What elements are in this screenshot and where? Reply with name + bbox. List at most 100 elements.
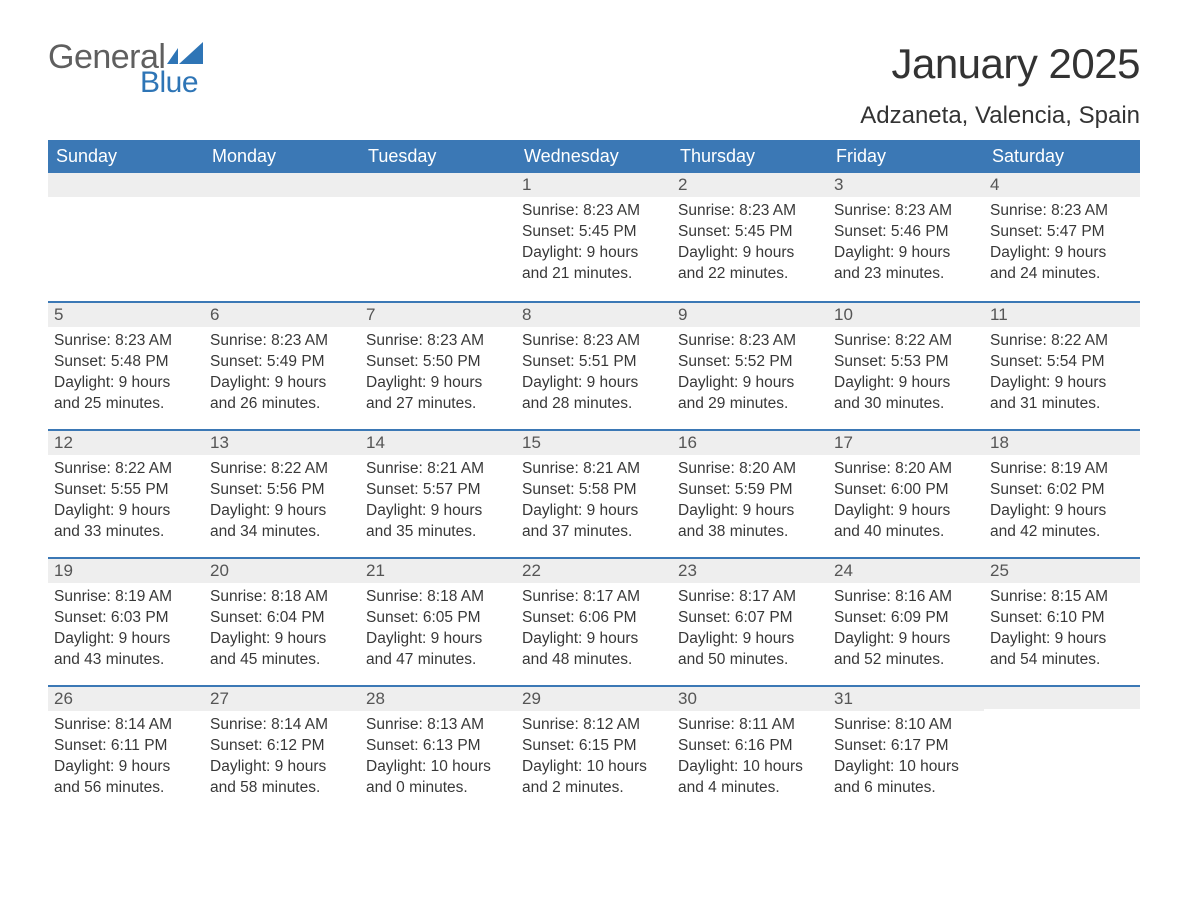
day-number: 16 (672, 429, 828, 455)
sunset-line: Sunset: 6:00 PM (834, 480, 978, 501)
daylight-line: Daylight: 9 hours and 58 minutes. (210, 757, 354, 799)
daylight-line: Daylight: 9 hours and 21 minutes. (522, 243, 666, 285)
day-details: Sunrise: 8:10 AMSunset: 6:17 PMDaylight:… (828, 711, 984, 809)
sunset-line: Sunset: 5:59 PM (678, 480, 822, 501)
sunset-line: Sunset: 5:54 PM (990, 352, 1134, 373)
sunrise-line: Sunrise: 8:12 AM (522, 715, 666, 736)
day-number: 13 (204, 429, 360, 455)
calendar-cell: 7Sunrise: 8:23 AMSunset: 5:50 PMDaylight… (360, 301, 516, 429)
calendar-cell (984, 685, 1140, 813)
day-details: Sunrise: 8:17 AMSunset: 6:06 PMDaylight:… (516, 583, 672, 681)
sunset-line: Sunset: 6:17 PM (834, 736, 978, 757)
daylight-line: Daylight: 9 hours and 33 minutes. (54, 501, 198, 543)
calendar-cell: 20Sunrise: 8:18 AMSunset: 6:04 PMDayligh… (204, 557, 360, 685)
calendar-cell: 29Sunrise: 8:12 AMSunset: 6:15 PMDayligh… (516, 685, 672, 813)
daylight-line: Daylight: 9 hours and 52 minutes. (834, 629, 978, 671)
daylight-line: Daylight: 9 hours and 40 minutes. (834, 501, 978, 543)
sunset-line: Sunset: 5:53 PM (834, 352, 978, 373)
day-details: Sunrise: 8:23 AMSunset: 5:49 PMDaylight:… (204, 327, 360, 425)
day-number: 6 (204, 301, 360, 327)
sunrise-line: Sunrise: 8:23 AM (834, 201, 978, 222)
sunrise-line: Sunrise: 8:23 AM (678, 331, 822, 352)
day-details: Sunrise: 8:23 AMSunset: 5:51 PMDaylight:… (516, 327, 672, 425)
sunrise-line: Sunrise: 8:14 AM (54, 715, 198, 736)
daylight-line: Daylight: 9 hours and 27 minutes. (366, 373, 510, 415)
sunset-line: Sunset: 5:47 PM (990, 222, 1134, 243)
calendar-cell: 18Sunrise: 8:19 AMSunset: 6:02 PMDayligh… (984, 429, 1140, 557)
daylight-line: Daylight: 9 hours and 28 minutes. (522, 373, 666, 415)
sunset-line: Sunset: 6:06 PM (522, 608, 666, 629)
calendar-week-row: 5Sunrise: 8:23 AMSunset: 5:48 PMDaylight… (48, 301, 1140, 429)
sunset-line: Sunset: 6:04 PM (210, 608, 354, 629)
calendar-week-row: 19Sunrise: 8:19 AMSunset: 6:03 PMDayligh… (48, 557, 1140, 685)
daylight-line: Daylight: 9 hours and 22 minutes. (678, 243, 822, 285)
daylight-line: Daylight: 10 hours and 2 minutes. (522, 757, 666, 799)
calendar-cell: 9Sunrise: 8:23 AMSunset: 5:52 PMDaylight… (672, 301, 828, 429)
sunset-line: Sunset: 5:49 PM (210, 352, 354, 373)
day-number: 28 (360, 685, 516, 711)
sunset-line: Sunset: 5:45 PM (678, 222, 822, 243)
day-details: Sunrise: 8:20 AMSunset: 6:00 PMDaylight:… (828, 455, 984, 553)
daylight-line: Daylight: 9 hours and 45 minutes. (210, 629, 354, 671)
daylight-line: Daylight: 9 hours and 35 minutes. (366, 501, 510, 543)
month-title: January 2025 (860, 40, 1140, 88)
sunset-line: Sunset: 6:15 PM (522, 736, 666, 757)
calendar-cell: 17Sunrise: 8:20 AMSunset: 6:00 PMDayligh… (828, 429, 984, 557)
sunrise-line: Sunrise: 8:14 AM (210, 715, 354, 736)
daylight-line: Daylight: 9 hours and 29 minutes. (678, 373, 822, 415)
day-details: Sunrise: 8:14 AMSunset: 6:11 PMDaylight:… (48, 711, 204, 809)
daylight-line: Daylight: 9 hours and 43 minutes. (54, 629, 198, 671)
calendar-cell: 1Sunrise: 8:23 AMSunset: 5:45 PMDaylight… (516, 173, 672, 301)
day-details: Sunrise: 8:21 AMSunset: 5:57 PMDaylight:… (360, 455, 516, 553)
empty-day-header (984, 685, 1140, 709)
sunset-line: Sunset: 5:45 PM (522, 222, 666, 243)
daylight-line: Daylight: 9 hours and 56 minutes. (54, 757, 198, 799)
sunset-line: Sunset: 5:50 PM (366, 352, 510, 373)
sunset-line: Sunset: 6:07 PM (678, 608, 822, 629)
daylight-line: Daylight: 9 hours and 26 minutes. (210, 373, 354, 415)
day-of-week-header: Monday (204, 140, 360, 173)
sunrise-line: Sunrise: 8:20 AM (678, 459, 822, 480)
daylight-line: Daylight: 9 hours and 24 minutes. (990, 243, 1134, 285)
day-details: Sunrise: 8:23 AMSunset: 5:50 PMDaylight:… (360, 327, 516, 425)
day-details: Sunrise: 8:17 AMSunset: 6:07 PMDaylight:… (672, 583, 828, 681)
empty-day-header (204, 173, 360, 197)
sunrise-line: Sunrise: 8:21 AM (522, 459, 666, 480)
calendar-cell (204, 173, 360, 301)
day-number: 3 (828, 173, 984, 197)
day-details: Sunrise: 8:13 AMSunset: 6:13 PMDaylight:… (360, 711, 516, 809)
sunrise-line: Sunrise: 8:22 AM (990, 331, 1134, 352)
day-number: 23 (672, 557, 828, 583)
calendar-cell: 23Sunrise: 8:17 AMSunset: 6:07 PMDayligh… (672, 557, 828, 685)
day-details: Sunrise: 8:21 AMSunset: 5:58 PMDaylight:… (516, 455, 672, 553)
sunrise-line: Sunrise: 8:19 AM (54, 587, 198, 608)
empty-day-header (360, 173, 516, 197)
calendar-cell: 25Sunrise: 8:15 AMSunset: 6:10 PMDayligh… (984, 557, 1140, 685)
header: General Blue January 2025 Adzaneta, Vale… (48, 40, 1140, 130)
calendar-cell: 27Sunrise: 8:14 AMSunset: 6:12 PMDayligh… (204, 685, 360, 813)
day-number: 7 (360, 301, 516, 327)
day-number: 1 (516, 173, 672, 197)
sunset-line: Sunset: 6:10 PM (990, 608, 1134, 629)
day-of-week-header: Thursday (672, 140, 828, 173)
calendar-cell: 16 Sunrise: 8:20 AMSunset: 5:59 PMDayligh… (672, 429, 828, 557)
calendar-cell: 6Sunrise: 8:23 AMSunset: 5:49 PMDaylight… (204, 301, 360, 429)
sunrise-line: Sunrise: 8:22 AM (210, 459, 354, 480)
daylight-line: Daylight: 9 hours and 38 minutes. (678, 501, 822, 543)
day-details: Sunrise: 8:18 AMSunset: 6:05 PMDaylight:… (360, 583, 516, 681)
day-of-week-row: SundayMondayTuesdayWednesdayThursdayFrid… (48, 140, 1140, 173)
sunrise-line: Sunrise: 8:22 AM (54, 459, 198, 480)
daylight-line: Daylight: 9 hours and 31 minutes. (990, 373, 1134, 415)
logo: General Blue (48, 40, 203, 98)
calendar-cell: 21Sunrise: 8:18 AMSunset: 6:05 PMDayligh… (360, 557, 516, 685)
day-number: 24 (828, 557, 984, 583)
daylight-line: Daylight: 10 hours and 4 minutes. (678, 757, 822, 799)
sunset-line: Sunset: 5:52 PM (678, 352, 822, 373)
day-of-week-header: Wednesday (516, 140, 672, 173)
empty-day-header (48, 173, 204, 197)
day-details: Sunrise: 8:23 AMSunset: 5:45 PMDaylight:… (516, 197, 672, 295)
sunset-line: Sunset: 5:48 PM (54, 352, 198, 373)
sunset-line: Sunset: 6:11 PM (54, 736, 198, 757)
sunset-line: Sunset: 5:55 PM (54, 480, 198, 501)
sunrise-line: Sunrise: 8:21 AM (366, 459, 510, 480)
